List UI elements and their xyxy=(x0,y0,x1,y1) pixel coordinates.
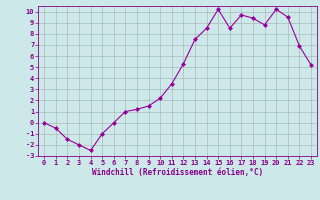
X-axis label: Windchill (Refroidissement éolien,°C): Windchill (Refroidissement éolien,°C) xyxy=(92,168,263,177)
